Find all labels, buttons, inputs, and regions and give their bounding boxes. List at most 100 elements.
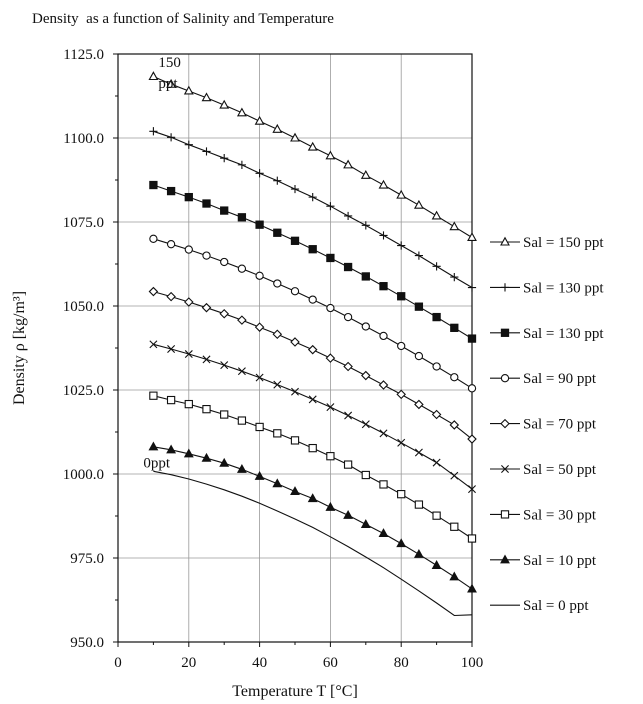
data-point [308,193,317,202]
x-tick-label: 0 [114,655,122,671]
data-point [379,282,388,291]
data-point [307,493,318,503]
y-tick-label: 950.0 [70,635,104,651]
data-point [361,272,370,281]
data-point [255,373,264,382]
data-point [183,448,194,458]
data-point [397,438,406,447]
data-point [149,127,158,136]
data-point [396,538,407,548]
legend-label: Sal = 0 ppt [523,598,589,614]
data-point [396,189,407,199]
legend-marker [500,554,510,564]
legend-item: Sal = 150 ppt [490,235,604,251]
data-point [254,115,265,125]
x-axis-label: Temperature T [°C] [232,683,358,700]
data-point [290,486,300,496]
series-line [153,238,473,389]
data-point [343,509,354,519]
data-point [432,458,441,467]
data-point [237,315,247,325]
data-point [220,154,229,163]
legend-item: Sal = 30 ppt [490,507,597,523]
legend-marker [500,418,510,429]
data-point [237,416,247,425]
legend-item: Sal = 130 ppt [490,280,604,296]
annotation-label: 0ppt [143,455,171,471]
series-2 [149,180,477,343]
data-point [326,452,335,461]
data-point [431,210,442,220]
data-point [378,380,389,390]
data-point [378,179,389,189]
data-point [397,490,406,499]
legend-marker [500,328,510,337]
y-tick-label: 1100.0 [63,131,104,147]
y-tick-label: 975.0 [70,551,104,567]
data-point [236,463,247,473]
data-point [326,403,335,412]
data-point [272,329,283,340]
data-point [468,485,476,494]
data-point [450,323,459,332]
data-point [326,303,335,313]
y-tick-label: 1125.0 [63,47,104,63]
data-point [396,389,406,400]
data-point [255,169,264,178]
data-point [360,519,371,528]
annotation-label: ppt [158,76,178,92]
series-1 [149,127,477,292]
data-point [219,457,230,467]
data-point [450,522,459,531]
data-point [343,312,353,322]
data-point [343,262,353,272]
chart-title: Density as a function of Salinity and Te… [32,11,334,27]
legend-label: Sal = 130 ppt [523,280,604,296]
data-point [166,395,176,405]
data-point [273,380,282,389]
legend-label: Sal = 150 ppt [523,235,604,251]
data-point [202,251,211,260]
data-point [467,283,477,292]
series-line [153,395,473,539]
series-line [153,130,473,288]
data-point [201,92,212,102]
data-point [290,436,300,445]
legend-item: Sal = 10 ppt [490,553,597,569]
x-tick-label: 40 [252,655,267,671]
data-point [272,478,283,488]
data-point [361,470,370,480]
data-point [255,220,264,229]
legend-item: Sal = 70 ppt [490,417,597,433]
data-point [220,206,229,215]
data-point [149,234,158,243]
data-point [308,443,317,453]
data-point [413,548,424,558]
data-point [432,362,441,371]
data-point [255,422,264,432]
data-point [432,262,441,271]
data-point [307,141,318,151]
data-point [273,228,282,237]
data-point [397,341,406,351]
data-point [254,471,265,480]
data-point [167,345,176,353]
data-point [413,199,424,209]
data-point [432,511,441,520]
data-point [308,395,317,404]
data-point [343,159,354,169]
data-point [379,480,388,489]
data-point [291,387,299,396]
data-point [414,302,424,311]
series-4 [148,286,477,444]
data-point [202,147,211,156]
data-point [414,351,424,361]
data-point [148,441,159,451]
data-point [219,99,230,109]
data-point [325,501,336,511]
x-tick-label: 20 [181,655,196,671]
data-point [326,202,335,211]
legend-label: Sal = 90 ppt [523,371,597,387]
data-point [449,420,460,430]
data-point [255,271,264,280]
